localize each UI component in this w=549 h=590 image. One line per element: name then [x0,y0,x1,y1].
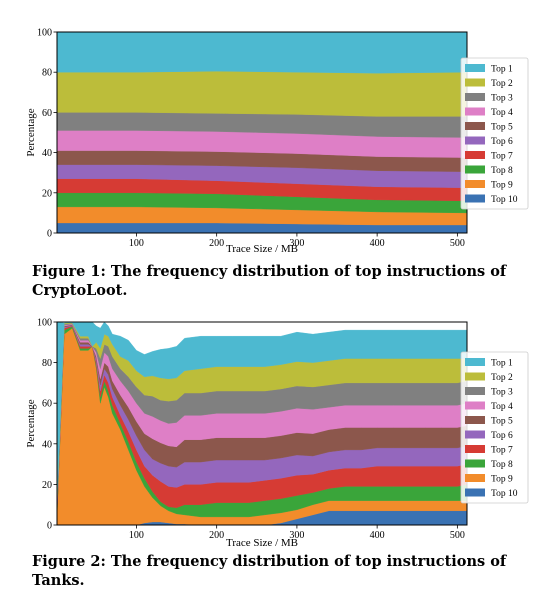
area-top-2 [56,70,468,117]
legend-label-top-3: Top 3 [491,94,513,104]
legend-swatch-top-3 [465,387,485,395]
legend-swatch-top-5 [465,122,485,130]
x-tick-label: 300 [289,530,304,541]
legend-label-top-8: Top 8 [491,460,513,470]
chart-cryptoloot: 0 20 40 60 80 100 100 200 300 400 500 Trace Size / … [25,28,529,255]
figure-2-caption: Figure 2: The frequency distribution of … [32,553,507,589]
x-tick-label: 300 [289,238,304,249]
legend-label-top-4: Top 4 [491,402,513,412]
area-layers [56,31,468,234]
y-tick-label: 100 [37,28,52,39]
x-tick-label: 100 [129,238,144,249]
area-layers [56,321,468,526]
legend-label-top-8: Top 8 [491,166,513,176]
legend-swatch-top-1 [465,64,485,72]
legend-label-top-1: Top 1 [491,359,513,369]
x-axis-label: Trace Size / MB [226,243,298,255]
x-tick-label: 500 [450,530,465,541]
legend-label-top-5: Top 5 [491,417,513,427]
legend-label-top-9: Top 9 [491,475,513,485]
legend-swatch-top-6 [465,430,485,439]
y-tick-label: 80 [42,68,52,79]
legend-swatch-top-2 [465,372,485,381]
chart-tanks: 0 20 40 60 80 100 100 200 300 400 500 Trace Size / … [25,318,529,549]
legend: Top 1 Top 2 Top 3 Top 4 Top 5 Top 6 Top 7 Top 8… [460,351,529,504]
legend-label-top-9: Top 9 [491,181,513,191]
legend-label-top-2: Top 2 [491,79,513,89]
y-tick-label: 100 [37,318,52,329]
legend-swatch-top-8 [465,459,485,468]
legend-swatch-top-6 [465,136,485,145]
x-tick-label: 200 [209,238,224,249]
legend-swatch-top-4 [465,107,485,116]
legend-swatch-top-7 [465,151,485,159]
x-tick-label: 200 [209,530,224,541]
y-tick-label: 20 [42,188,52,199]
legend-label-top-6: Top 6 [491,137,513,147]
legend-swatch-top-10 [465,194,485,203]
y-tick-label: 20 [42,480,52,491]
legend-swatch-top-7 [465,445,485,453]
x-tick-label: 400 [370,530,385,541]
legend-swatch-top-10 [465,488,485,497]
legend-label-top-1: Top 1 [491,65,513,75]
legend-label-top-6: Top 6 [491,431,513,441]
legend-label-top-5: Top 5 [491,123,513,133]
legend-label-top-3: Top 3 [491,388,513,398]
legend-swatch-top-5 [465,416,485,424]
x-tick-label: 400 [370,238,385,249]
y-tick-label: 60 [42,399,52,410]
legend-label-top-4: Top 4 [491,108,513,118]
y-tick-label: 40 [42,439,52,450]
legend-swatch-top-1 [465,358,485,366]
y-tick-label: 0 [47,521,52,532]
y-axis-label: Percentage [25,108,37,156]
legend-swatch-top-4 [465,401,485,410]
legend: Top 1 Top 2 Top 3 Top 4 Top 5 Top 6 Top 7 Top 8… [460,57,529,210]
figure-1-caption: Figure 1: The frequency distribution of … [32,263,507,299]
legend-label-top-7: Top 7 [491,446,513,456]
legend-swatch-top-9 [465,180,485,188]
y-tick-label: 0 [47,229,52,240]
legend-label-top-10: Top 10 [491,195,518,205]
x-axis-label: Trace Size / MB [226,537,298,549]
x-tick-label: 100 [129,530,144,541]
legend-swatch-top-3 [465,93,485,101]
x-tick-label: 500 [450,238,465,249]
legend-label-top-10: Top 10 [491,489,518,499]
legend-swatch-top-8 [465,165,485,174]
legend-swatch-top-9 [465,474,485,482]
legend-label-top-7: Top 7 [491,152,513,162]
legend-swatch-top-2 [465,78,485,87]
legend-label-top-2: Top 2 [491,373,513,383]
area-top-1 [56,31,468,74]
y-tick-label: 40 [42,148,52,159]
y-tick-label: 60 [42,108,52,119]
y-axis-label: Percentage [25,399,37,447]
y-tick-label: 80 [42,358,52,369]
